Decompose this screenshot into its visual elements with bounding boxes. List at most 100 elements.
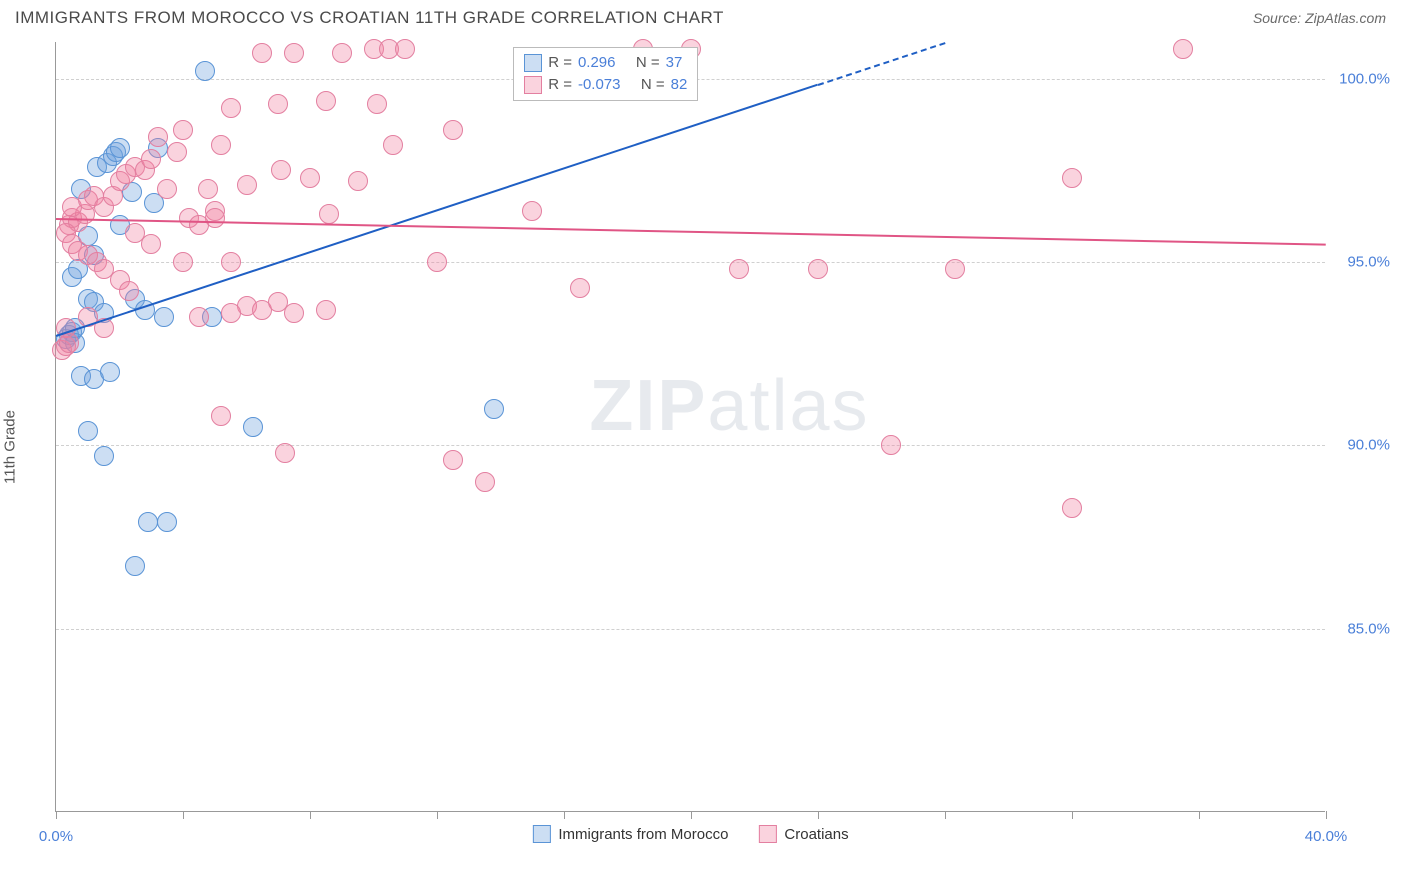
- data-point-croatians: [275, 443, 295, 463]
- data-point-croatians: [189, 307, 209, 327]
- data-point-croatians: [284, 43, 304, 63]
- data-point-croatians: [395, 39, 415, 59]
- data-point-morocco: [157, 512, 177, 532]
- data-point-croatians: [173, 252, 193, 272]
- data-point-croatians: [268, 94, 288, 114]
- legend-label: Immigrants from Morocco: [558, 826, 728, 843]
- data-point-morocco: [154, 307, 174, 327]
- legend-stats-row: R = 0.296 N = 37: [524, 52, 687, 74]
- stat-n-label: N =: [641, 74, 665, 96]
- data-point-croatians: [427, 252, 447, 272]
- x-tick-label: 0.0%: [39, 828, 73, 845]
- data-point-croatians: [141, 149, 161, 169]
- data-point-morocco: [125, 556, 145, 576]
- stat-n-label: N =: [636, 52, 660, 74]
- data-point-croatians: [167, 142, 187, 162]
- legend-stats: R = 0.296 N = 37R = -0.073 N = 82: [513, 47, 698, 101]
- stat-r-label: R =: [548, 52, 572, 74]
- data-point-croatians: [1173, 39, 1193, 59]
- data-point-morocco: [484, 399, 504, 419]
- data-point-croatians: [198, 179, 218, 199]
- chart-source: Source: ZipAtlas.com: [1253, 10, 1386, 26]
- x-tick: [56, 811, 57, 819]
- gridline-h: [56, 262, 1325, 263]
- data-point-croatians: [211, 406, 231, 426]
- legend-swatch: [524, 54, 542, 72]
- chart-title: IMMIGRANTS FROM MOROCCO VS CROATIAN 11TH…: [15, 8, 724, 28]
- data-point-morocco: [78, 421, 98, 441]
- data-point-croatians: [319, 204, 339, 224]
- data-point-croatians: [316, 300, 336, 320]
- data-point-croatians: [284, 303, 304, 323]
- stat-n-value: 82: [671, 74, 688, 96]
- data-point-croatians: [475, 472, 495, 492]
- legend-item: Croatians: [758, 825, 848, 843]
- data-point-croatians: [141, 234, 161, 254]
- legend-label: Croatians: [784, 826, 848, 843]
- data-point-croatians: [443, 450, 463, 470]
- stat-r-label: R =: [548, 74, 572, 96]
- y-tick-label: 100.0%: [1330, 70, 1390, 87]
- x-tick: [691, 811, 692, 819]
- data-point-morocco: [243, 417, 263, 437]
- x-tick: [437, 811, 438, 819]
- data-point-croatians: [157, 179, 177, 199]
- x-tick: [1072, 811, 1073, 819]
- data-point-morocco: [100, 362, 120, 382]
- watermark: ZIPatlas: [589, 365, 869, 447]
- data-point-croatians: [221, 252, 241, 272]
- data-point-croatians: [211, 135, 231, 155]
- data-point-croatians: [443, 120, 463, 140]
- y-tick-label: 85.0%: [1330, 620, 1390, 637]
- x-tick-label: 40.0%: [1305, 828, 1348, 845]
- data-point-croatians: [729, 259, 749, 279]
- x-tick: [818, 811, 819, 819]
- data-point-croatians: [348, 171, 368, 191]
- x-tick: [564, 811, 565, 819]
- x-tick: [183, 811, 184, 819]
- x-tick: [1326, 811, 1327, 819]
- y-axis-label: 11th Grade: [2, 410, 19, 484]
- data-point-croatians: [119, 281, 139, 301]
- legend-swatch: [758, 825, 776, 843]
- trend-line: [56, 218, 1326, 246]
- data-point-croatians: [316, 91, 336, 111]
- plot-region: ZIPatlas 85.0%90.0%95.0%100.0%0.0%40.0%R…: [55, 42, 1325, 812]
- legend-swatch: [524, 76, 542, 94]
- data-point-croatians: [271, 160, 291, 180]
- data-point-croatians: [881, 435, 901, 455]
- data-point-croatians: [148, 127, 168, 147]
- data-point-croatians: [237, 175, 257, 195]
- legend-bottom: Immigrants from Morocco Croatians: [532, 825, 848, 843]
- legend-swatch: [532, 825, 550, 843]
- y-tick-label: 90.0%: [1330, 437, 1390, 454]
- data-point-croatians: [221, 303, 241, 323]
- chart-area: 11th Grade ZIPatlas 85.0%90.0%95.0%100.0…: [0, 32, 1406, 862]
- data-point-morocco: [138, 512, 158, 532]
- data-point-croatians: [205, 208, 225, 228]
- data-point-morocco: [110, 138, 130, 158]
- data-point-croatians: [1062, 168, 1082, 188]
- gridline-h: [56, 629, 1325, 630]
- data-point-croatians: [1062, 498, 1082, 518]
- data-point-croatians: [383, 135, 403, 155]
- y-tick-label: 95.0%: [1330, 254, 1390, 271]
- legend-stats-row: R = -0.073 N = 82: [524, 74, 687, 96]
- legend-item: Immigrants from Morocco: [532, 825, 728, 843]
- x-tick: [310, 811, 311, 819]
- data-point-croatians: [300, 168, 320, 188]
- data-point-croatians: [570, 278, 590, 298]
- trend-line: [56, 84, 819, 337]
- data-point-morocco: [94, 446, 114, 466]
- x-tick: [1199, 811, 1200, 819]
- gridline-h: [56, 445, 1325, 446]
- x-tick: [945, 811, 946, 819]
- data-point-morocco: [195, 61, 215, 81]
- data-point-croatians: [522, 201, 542, 221]
- chart-header: IMMIGRANTS FROM MOROCCO VS CROATIAN 11TH…: [0, 0, 1406, 32]
- data-point-croatians: [367, 94, 387, 114]
- data-point-croatians: [808, 259, 828, 279]
- stat-r-value: -0.073: [578, 74, 621, 96]
- data-point-croatians: [173, 120, 193, 140]
- stat-n-value: 37: [666, 52, 683, 74]
